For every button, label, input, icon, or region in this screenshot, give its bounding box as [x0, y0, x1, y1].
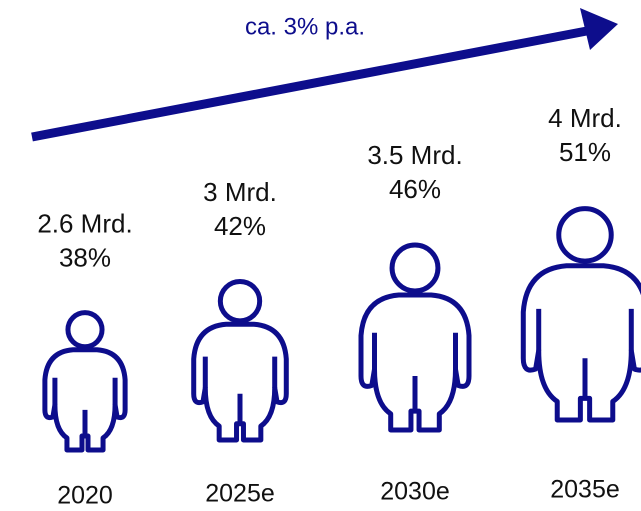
- person-icon: [194, 281, 287, 440]
- arm-line: [55, 378, 115, 436]
- person-icon: [361, 245, 469, 430]
- body: [194, 324, 287, 440]
- body: [523, 266, 641, 420]
- value-label: 4 Mrd.: [548, 103, 622, 133]
- value-label: 2.6 Mrd.: [37, 208, 132, 238]
- head: [392, 245, 438, 291]
- arm-line: [205, 357, 274, 424]
- x-tick-label: 2035e: [550, 476, 620, 504]
- value-label: 3 Mrd.: [203, 177, 277, 207]
- person-icon: [523, 209, 641, 420]
- trend-arrow: [31, 8, 618, 142]
- head: [220, 281, 259, 320]
- value-label: 3.5 Mrd.: [367, 140, 462, 170]
- share-label: 46%: [389, 174, 441, 204]
- x-tick-label: 2020: [57, 482, 113, 510]
- annotation: ca. 3% p.a.: [245, 13, 365, 40]
- share-label: 51%: [559, 137, 611, 167]
- x-tick-label: 2030e: [380, 478, 450, 506]
- x-tick-label: 2025e: [205, 480, 275, 508]
- arm-line: [375, 333, 456, 411]
- arm-line: [539, 309, 632, 398]
- arrow-head: [580, 8, 618, 50]
- person-icon: [45, 313, 125, 450]
- body: [361, 295, 469, 430]
- share-label: 38%: [59, 242, 111, 272]
- arrow-line: [31, 25, 593, 142]
- head: [559, 209, 611, 261]
- share-label: 42%: [214, 211, 266, 241]
- body: [45, 350, 125, 450]
- head: [68, 313, 102, 347]
